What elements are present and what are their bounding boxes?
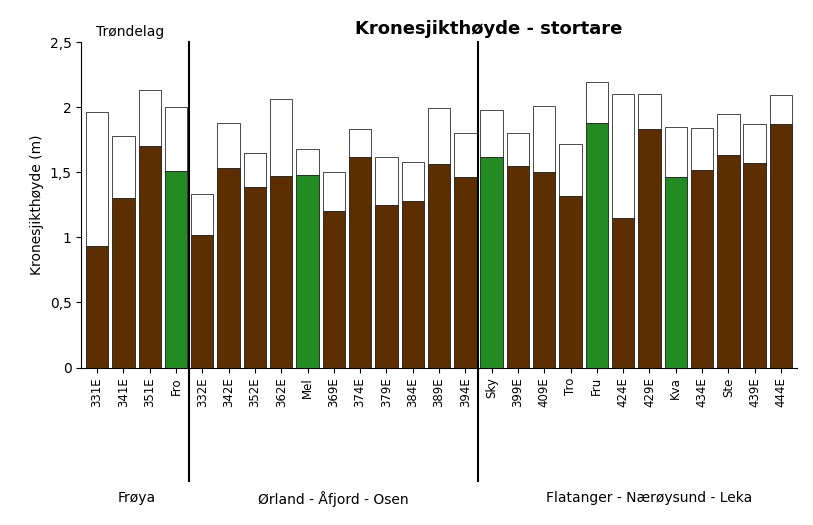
Bar (244, 186, 266, 368)
Text: Trøndelag: Trøndelag (96, 25, 164, 39)
Bar (743, 163, 766, 368)
Bar (217, 169, 240, 368)
Bar (191, 194, 214, 235)
Bar (217, 123, 240, 169)
Bar (506, 166, 529, 368)
Title: Kronesjikthøyde - stortare: Kronesjikthøyde - stortare (355, 19, 623, 38)
Bar (296, 149, 319, 175)
Bar (86, 112, 108, 246)
Text: Frøya: Frøya (117, 491, 155, 505)
Bar (402, 201, 424, 368)
Bar (664, 127, 687, 177)
Bar (691, 128, 713, 170)
Bar (664, 177, 687, 368)
Bar (559, 196, 582, 368)
Bar (743, 124, 766, 163)
Text: Flatanger - Nærøysund - Leka: Flatanger - Nærøysund - Leka (546, 491, 753, 505)
Bar (691, 170, 713, 368)
Bar (323, 172, 345, 211)
Y-axis label: Kronesjikthøyde (m): Kronesjikthøyde (m) (30, 134, 44, 275)
Bar (638, 94, 661, 129)
Bar (559, 143, 582, 196)
Bar (349, 156, 372, 368)
Bar (138, 90, 161, 146)
Bar (506, 133, 529, 166)
Bar (480, 110, 502, 156)
Bar (428, 164, 450, 368)
Bar (717, 155, 740, 368)
Bar (138, 146, 161, 368)
Bar (533, 172, 555, 368)
Bar (612, 218, 634, 368)
Text: Ørland - Åfjord - Osen: Ørland - Åfjord - Osen (259, 491, 409, 507)
Bar (717, 113, 740, 155)
Bar (296, 175, 319, 368)
Bar (428, 108, 450, 164)
Bar (165, 171, 187, 368)
Bar (376, 205, 398, 368)
Bar (770, 124, 792, 368)
Bar (112, 136, 135, 198)
Bar (612, 94, 634, 218)
Bar (638, 129, 661, 368)
Bar (454, 177, 476, 368)
Bar (376, 156, 398, 205)
Bar (454, 133, 476, 177)
Bar (270, 176, 293, 368)
Bar (112, 198, 135, 368)
Bar (533, 106, 555, 172)
Bar (191, 235, 214, 368)
Bar (86, 246, 108, 368)
Bar (270, 99, 293, 176)
Bar (770, 96, 792, 124)
Bar (323, 211, 345, 368)
Bar (244, 153, 266, 186)
Bar (165, 107, 187, 171)
Bar (480, 156, 502, 368)
Bar (585, 123, 608, 368)
Bar (349, 129, 372, 156)
Bar (402, 162, 424, 201)
Bar (585, 82, 608, 123)
